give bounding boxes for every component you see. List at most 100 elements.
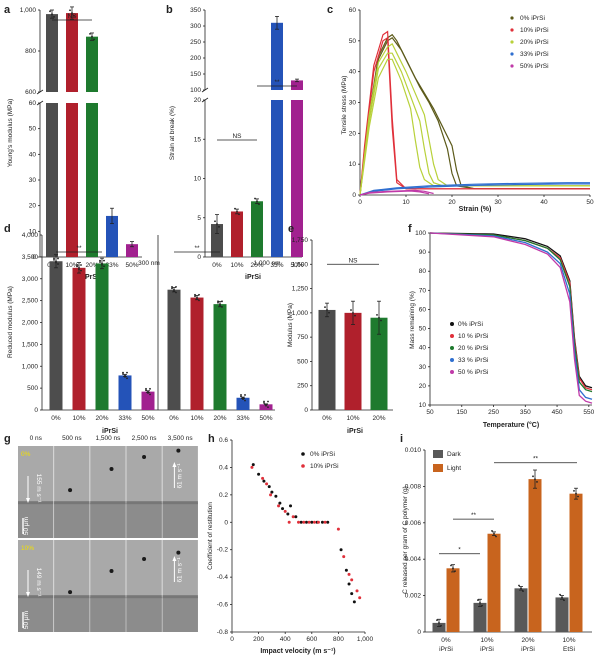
b-datapoint: [234, 207, 236, 210]
c-legend-marker: [510, 52, 514, 56]
i-datapoint: [518, 584, 520, 587]
c-xtick-label: 0: [358, 199, 362, 206]
h-datapoint: [265, 482, 269, 486]
a-ytick-label: 30: [29, 177, 37, 184]
d-datapoint: [219, 303, 221, 306]
h-xtick-label: 200: [253, 636, 264, 643]
b-sig: **: [274, 79, 280, 86]
e-datapoint: [350, 309, 352, 311]
c-xtick-label: 10: [402, 199, 410, 206]
a-bar: [106, 215, 118, 257]
c-ylabel: Tensile stress (MPa): [341, 76, 348, 135]
h-ytick-label: 0.4: [219, 464, 228, 471]
h-datapoint: [352, 600, 356, 604]
d-ytick-label: 2,000: [22, 320, 39, 327]
i-bar: [569, 493, 583, 632]
g-particle: [176, 550, 181, 555]
i-datapoint: [477, 599, 479, 601]
a-ytick-label: 800: [25, 48, 36, 55]
e-ytick-label: 1,000: [292, 310, 309, 317]
d-datapoint: [265, 404, 267, 407]
d-datapoint: [175, 291, 177, 294]
h-datapoint: [277, 504, 281, 508]
d-ytick-label: 500: [27, 385, 38, 392]
d-datapoint: [103, 265, 105, 268]
b-xtick-label: 0%: [212, 262, 222, 269]
b-xtick-label: 33%: [270, 262, 283, 269]
panel-label-d: d: [4, 223, 11, 235]
g-substrate-edge: [90, 501, 126, 505]
d-datapoint: [240, 394, 242, 396]
panel-label-a: a: [4, 4, 11, 16]
d-datapoint: [194, 293, 196, 296]
b-ytick-label: 200: [190, 55, 201, 62]
h-datapoint: [350, 578, 354, 582]
i-legend-entry: Light: [447, 465, 461, 472]
i-datapoint: [495, 535, 497, 538]
g-substrate: [162, 503, 198, 538]
a-xlabel: iPrSi: [83, 274, 99, 281]
b-datapoint: [218, 225, 220, 228]
c-ytick-label: 0: [352, 192, 356, 199]
h-datapoint: [287, 520, 291, 524]
h-datapoint: [326, 520, 330, 524]
i-datapoint: [577, 495, 579, 498]
f-legend-entry: 50 % iPrSi: [458, 369, 488, 376]
h-datapoint: [347, 572, 351, 576]
a-bar: [46, 14, 58, 93]
d-bar: [236, 397, 250, 410]
i-bar: [528, 479, 542, 632]
d-datapoint: [55, 261, 57, 264]
c-legend-entry: 10% iPrSi: [520, 27, 549, 34]
f-ytick-label: 60: [419, 306, 427, 313]
h-datapoint: [344, 568, 348, 572]
g-in-velocity: 155 m s⁻¹: [35, 474, 42, 504]
d-xtick-label: 33%: [236, 415, 249, 422]
h-datapoint: [283, 509, 287, 513]
d-xtick-label: 33%: [118, 415, 131, 422]
i-xtick-label: iPrSi: [439, 646, 453, 653]
d-datapoint: [101, 263, 103, 266]
h-datapoint: [257, 472, 261, 476]
d-datapoint: [57, 257, 59, 260]
d-datapoint: [263, 402, 265, 404]
e-xtick-label: 10%: [346, 415, 359, 422]
i-datapoint: [440, 624, 442, 627]
d-datapoint: [171, 287, 173, 290]
b-datapoint: [236, 210, 238, 213]
d-bar: [141, 391, 155, 410]
d-xtick-label: 50%: [141, 415, 154, 422]
f-ytick-label: 20: [419, 383, 427, 390]
d-datapoint: [244, 394, 246, 396]
d-ytick-label: 0: [34, 407, 38, 414]
d-datapoint: [173, 290, 175, 292]
d-datapoint: [103, 259, 105, 262]
d-datapoint: [55, 260, 57, 263]
c-series-line: [359, 190, 430, 196]
d-datapoint: [242, 398, 244, 401]
b-datapoint: [256, 200, 258, 203]
g-substrate-edge: [126, 595, 162, 599]
h-datapoint: [291, 515, 295, 519]
a-datapoint: [51, 13, 53, 16]
h-legend-marker: [301, 452, 305, 456]
d-bar: [118, 375, 132, 410]
i-sig-3: **: [533, 456, 539, 463]
d-datapoint: [145, 389, 147, 392]
d-xlabel: iPrSi: [102, 428, 118, 435]
i-datapoint: [450, 564, 452, 567]
b-ytick-label: 20: [194, 97, 202, 104]
a-datapoint: [71, 12, 73, 14]
e-ytick-label: 1,250: [292, 286, 309, 293]
d-datapoint: [196, 298, 198, 300]
d-datapoint: [175, 285, 177, 288]
e-datapoint: [328, 311, 330, 314]
f-ytick-label: 40: [419, 345, 427, 352]
d-xtick-label: 50%: [259, 415, 272, 422]
g-in-velocity: 149 m s⁻¹: [35, 568, 42, 598]
c-legend-marker: [510, 64, 514, 68]
e-bar: [318, 309, 336, 410]
i-bar: [487, 533, 501, 632]
f-ytick-label: 10: [419, 402, 427, 409]
a-bar: [86, 103, 98, 257]
